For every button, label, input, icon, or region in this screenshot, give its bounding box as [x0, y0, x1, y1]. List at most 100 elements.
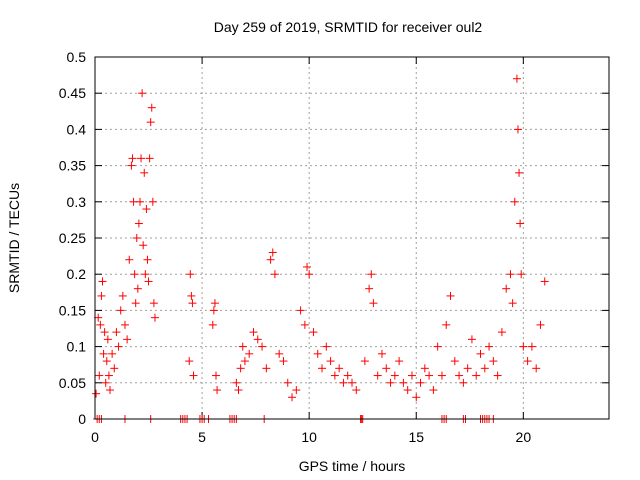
data-point — [386, 378, 395, 387]
y-tick-label: 0.2 — [67, 266, 87, 282]
data-point — [527, 342, 536, 351]
data-point — [238, 342, 247, 351]
data-point — [429, 386, 438, 395]
y-axis-label: SRMTID / TECUs — [6, 183, 22, 293]
data-point — [236, 364, 245, 373]
data-point — [149, 299, 158, 308]
data-point — [339, 378, 348, 387]
data-point — [240, 357, 249, 366]
data-point — [450, 357, 459, 366]
data-point — [318, 364, 327, 373]
data-point — [519, 342, 528, 351]
data-point — [95, 371, 104, 380]
data-point — [399, 378, 408, 387]
data-point — [131, 299, 140, 308]
chart-title: Day 259 of 2019, SRMTID for receiver oul… — [214, 19, 483, 35]
data-point — [476, 349, 485, 358]
data-point — [145, 154, 154, 163]
y-tick-label: 0 — [78, 411, 86, 427]
data-point — [105, 386, 114, 395]
y-tick-label: 0.05 — [59, 375, 86, 391]
data-point — [309, 328, 318, 337]
data-point — [467, 335, 476, 344]
data-point — [300, 320, 309, 329]
data-point — [102, 357, 111, 366]
data-point — [516, 219, 525, 228]
data-point — [369, 299, 378, 308]
y-tick-label: 0.35 — [59, 158, 86, 174]
data-point — [137, 154, 146, 163]
data-point — [425, 371, 434, 380]
data-point — [92, 389, 101, 398]
data-point — [116, 306, 125, 315]
x-tick-label: 15 — [408, 429, 424, 445]
data-point — [382, 364, 391, 373]
data-point — [135, 197, 144, 206]
data-point — [433, 342, 442, 351]
data-point — [96, 320, 105, 329]
x-tick-labels: 0 5 10 15 20 — [91, 429, 531, 445]
data-point — [536, 320, 545, 329]
data-point — [189, 371, 198, 380]
data-point — [365, 284, 374, 293]
x-axis-label: GPS time / hours — [299, 458, 406, 474]
data-point — [403, 386, 412, 395]
data-point — [128, 154, 137, 163]
data-point — [245, 349, 254, 358]
data-point — [213, 386, 222, 395]
data-point — [97, 291, 106, 300]
data-point — [249, 328, 258, 337]
data-point — [112, 328, 121, 337]
data-point — [123, 335, 132, 344]
data-point — [489, 357, 498, 366]
data-point — [275, 349, 284, 358]
data-point — [472, 371, 481, 380]
data-point — [139, 241, 148, 250]
data-point — [125, 255, 134, 264]
y-tick-label: 0.3 — [67, 194, 87, 210]
data-point — [497, 328, 506, 337]
data-point — [101, 378, 110, 387]
data-point — [120, 320, 129, 329]
data-point — [140, 168, 149, 177]
data-point — [367, 270, 376, 279]
data-point — [288, 393, 297, 402]
data-point — [130, 270, 139, 279]
data-point — [420, 364, 429, 373]
y-tick-labels: 0 0.05 0.1 0.15 0.2 0.25 0.3 0.35 0.4 0.45 0.5 — [59, 49, 86, 427]
data-point — [305, 270, 314, 279]
data-point — [134, 219, 143, 228]
data-point — [330, 371, 339, 380]
y-tick-label: 0.5 — [67, 49, 87, 65]
data-point — [138, 89, 147, 98]
data-point — [493, 371, 502, 380]
data-point — [142, 205, 151, 214]
data-point — [395, 357, 404, 366]
data-point — [258, 342, 267, 351]
data-point — [253, 335, 262, 344]
data-point — [326, 357, 335, 366]
y-tick-label: 0.25 — [59, 230, 86, 246]
data-point — [377, 349, 386, 358]
data-point — [437, 371, 446, 380]
data-point — [148, 197, 157, 206]
data-point — [114, 342, 123, 351]
data-point — [208, 320, 217, 329]
data-point — [279, 357, 288, 366]
data-point — [510, 197, 519, 206]
data-point — [266, 255, 275, 264]
data-point — [517, 270, 526, 279]
data-point — [262, 364, 271, 373]
x-tick-label: 10 — [301, 429, 317, 445]
data-point — [512, 74, 521, 83]
data-point — [150, 313, 159, 322]
data-point — [270, 270, 279, 279]
data-point — [210, 299, 219, 308]
data-point — [133, 284, 142, 293]
data-point — [185, 357, 194, 366]
data-point — [390, 371, 399, 380]
data-point — [532, 364, 541, 373]
data-point — [108, 349, 117, 358]
data-point — [144, 277, 153, 286]
data-point — [118, 291, 127, 300]
